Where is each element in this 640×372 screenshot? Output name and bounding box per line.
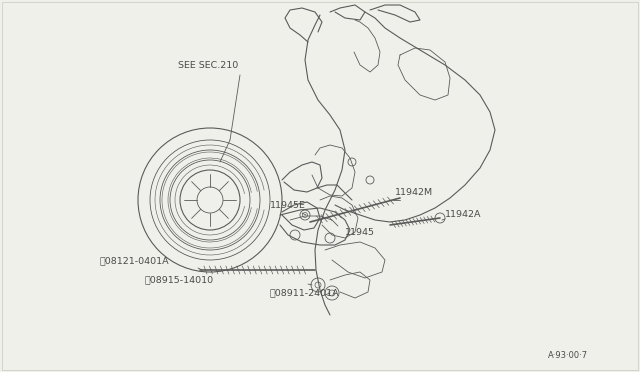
Text: 11945E: 11945E [270, 201, 306, 210]
Text: 11942A: 11942A [445, 210, 481, 219]
Text: 11945: 11945 [345, 228, 375, 237]
Text: Ⓡ08915-14010: Ⓡ08915-14010 [145, 275, 214, 284]
Text: Ⓞ08911-2401A: Ⓞ08911-2401A [270, 288, 340, 297]
Text: A·93·00·7: A·93·00·7 [548, 351, 588, 360]
Text: 11942M: 11942M [395, 188, 433, 197]
Text: SEE SEC.210: SEE SEC.210 [178, 61, 238, 70]
Text: ⒲08121-0401A: ⒲08121-0401A [100, 256, 170, 265]
